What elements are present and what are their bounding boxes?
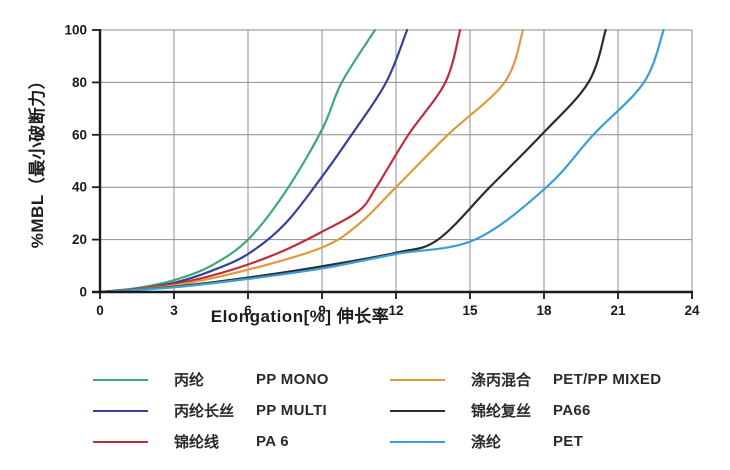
legend-item-pet: 涤纶 PET [390,426,661,457]
legend-label-en-pa66: PA66 [553,402,591,419]
legend-item-pp-mono: 丙纶 PP MONO [93,364,390,395]
legend-column-left: 丙纶 PP MONO 丙纶长丝 PP MULTI 锦纶线 PA 6 [93,364,390,457]
legend-label-cn-pp-multi: 丙纶长丝 [174,403,235,420]
y-tick-label-20: 20 [72,232,87,247]
curve-pet-pp-mixed [98,28,525,294]
x-axis-label: Elongation[%] 伸长率 [210,307,390,326]
y-tick-label-40: 40 [72,180,87,195]
legend-label-cn-pa66: 锦纶复丝 [471,403,532,420]
x-tick-label-3: 3 [170,303,178,318]
x-tick-label-21: 21 [610,303,626,318]
curve-pa66 [98,28,607,294]
legend-label-cn-pet: 涤纶 [471,434,502,451]
legend-label-cn-pa6: 锦纶线 [174,434,220,451]
legend-item-pa6: 锦纶线 PA 6 [93,426,390,457]
legend-item-pet-pp-mixed: 涤丙混合 PET/PP MIXED [390,364,661,395]
y-axis-label: %MBL（最小破断力） [28,71,47,249]
x-tick-label-6: 6 [244,303,252,318]
x-tick-label-12: 12 [388,303,403,318]
x-tick-label-15: 15 [462,303,478,318]
legend: 丙纶 PP MONO 丙纶长丝 PP MULTI 锦纶线 PA 6 涤丙混合 PET/PP … [93,364,673,457]
legend-label-en-pa6: PA 6 [256,433,289,450]
plot-area: 0 3 6 9 12 15 18 21 24 0 20 40 60 80 100 [64,23,700,319]
legend-column-right: 涤丙混合 PET/PP MIXED 锦纶复丝 PA66 涤纶 PET [390,364,661,457]
legend-label-en-pet: PET [553,433,584,450]
curve-pet [98,28,665,294]
legend-line-pp-multi [93,409,148,412]
y-tick-label-80: 80 [72,75,87,90]
legend-label-cn-pet-pp-mixed: 涤丙混合 [471,372,532,389]
legend-label-cn-pp-mono: 丙纶 [174,372,205,389]
x-tick-label-9: 9 [318,303,326,318]
legend-line-pa6 [93,440,148,443]
x-tick-label-0: 0 [96,303,104,318]
legend-line-pet-pp-mixed [390,378,445,381]
legend-item-pa66: 锦纶复丝 PA66 [390,395,661,426]
legend-item-pp-multi: 丙纶长丝 PP MULTI [93,395,390,426]
x-tick-label-18: 18 [536,303,552,318]
legend-label-en-pp-multi: PP MULTI [256,402,328,419]
legend-label-en-pet-pp-mixed: PET/PP MIXED [553,371,662,388]
curve-pp-multi [98,28,409,294]
curve-pp-mono [98,28,377,294]
curve-pa6 [98,28,462,294]
legend-line-pp-mono [93,378,148,381]
legend-line-pa66 [390,409,445,412]
legend-label-en-pp-mono: PP MONO [256,371,329,388]
x-tick-label-24: 24 [684,303,700,318]
legend-line-pet [390,440,445,443]
y-tick-label-100: 100 [64,23,87,38]
y-tick-label-0: 0 [79,285,87,300]
y-tick-label-60: 60 [72,127,87,142]
